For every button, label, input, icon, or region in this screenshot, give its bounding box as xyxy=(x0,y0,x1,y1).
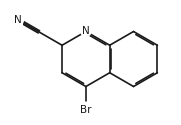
Text: Br: Br xyxy=(80,105,92,115)
Circle shape xyxy=(12,14,24,25)
Circle shape xyxy=(81,26,91,36)
Text: N: N xyxy=(14,15,22,25)
Circle shape xyxy=(78,102,94,118)
Text: N: N xyxy=(82,26,90,36)
